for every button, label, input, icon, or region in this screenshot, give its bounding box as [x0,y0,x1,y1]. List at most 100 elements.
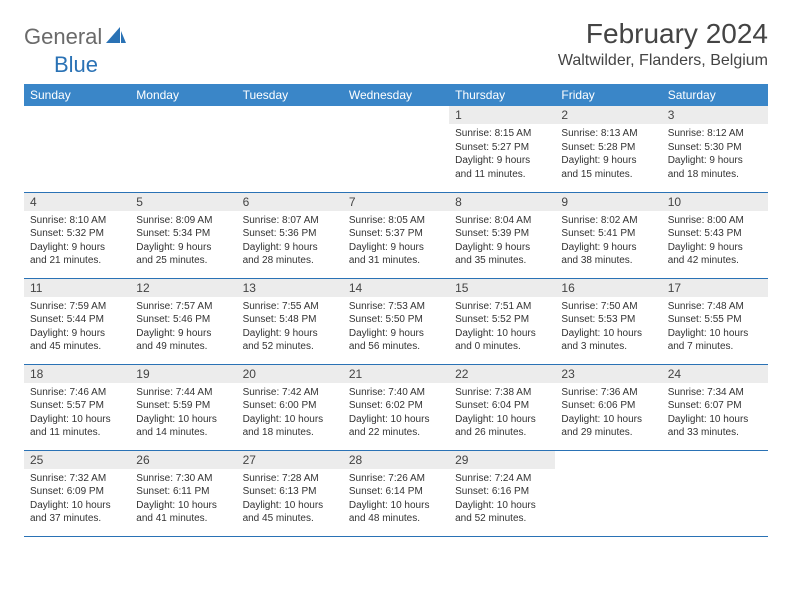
day-number: 9 [555,193,661,211]
day-details: Sunrise: 7:24 AMSunset: 6:16 PMDaylight:… [449,469,555,530]
calendar-day-cell [343,106,449,192]
day-details: Sunrise: 8:07 AMSunset: 5:36 PMDaylight:… [237,211,343,272]
day-details: Sunrise: 8:02 AMSunset: 5:41 PMDaylight:… [555,211,661,272]
day-details: Sunrise: 8:10 AMSunset: 5:32 PMDaylight:… [24,211,130,272]
day-number: 6 [237,193,343,211]
calendar-week-row: 1Sunrise: 8:15 AMSunset: 5:27 PMDaylight… [24,106,768,192]
calendar-day-cell: 18Sunrise: 7:46 AMSunset: 5:57 PMDayligh… [24,364,130,450]
calendar-day-cell [555,450,661,536]
calendar-day-cell: 6Sunrise: 8:07 AMSunset: 5:36 PMDaylight… [237,192,343,278]
calendar-day-cell: 9Sunrise: 8:02 AMSunset: 5:41 PMDaylight… [555,192,661,278]
day-details: Sunrise: 8:00 AMSunset: 5:43 PMDaylight:… [662,211,768,272]
calendar-day-cell: 8Sunrise: 8:04 AMSunset: 5:39 PMDaylight… [449,192,555,278]
weekday-header: Tuesday [237,84,343,106]
day-details: Sunrise: 7:32 AMSunset: 6:09 PMDaylight:… [24,469,130,530]
day-number: 11 [24,279,130,297]
calendar-table: SundayMondayTuesdayWednesdayThursdayFrid… [24,84,768,537]
day-details: Sunrise: 8:13 AMSunset: 5:28 PMDaylight:… [555,124,661,185]
day-number: 25 [24,451,130,469]
day-number: 23 [555,365,661,383]
calendar-day-cell: 15Sunrise: 7:51 AMSunset: 5:52 PMDayligh… [449,278,555,364]
calendar-day-cell [662,450,768,536]
weekday-header: Saturday [662,84,768,106]
day-details: Sunrise: 7:30 AMSunset: 6:11 PMDaylight:… [130,469,236,530]
day-details: Sunrise: 8:04 AMSunset: 5:39 PMDaylight:… [449,211,555,272]
day-details: Sunrise: 7:26 AMSunset: 6:14 PMDaylight:… [343,469,449,530]
day-details: Sunrise: 7:34 AMSunset: 6:07 PMDaylight:… [662,383,768,444]
calendar-day-cell: 29Sunrise: 7:24 AMSunset: 6:16 PMDayligh… [449,450,555,536]
calendar-day-cell: 20Sunrise: 7:42 AMSunset: 6:00 PMDayligh… [237,364,343,450]
weekday-header-row: SundayMondayTuesdayWednesdayThursdayFrid… [24,84,768,106]
day-details: Sunrise: 7:44 AMSunset: 5:59 PMDaylight:… [130,383,236,444]
day-number: 10 [662,193,768,211]
calendar-day-cell: 28Sunrise: 7:26 AMSunset: 6:14 PMDayligh… [343,450,449,536]
day-number: 18 [24,365,130,383]
calendar-day-cell: 11Sunrise: 7:59 AMSunset: 5:44 PMDayligh… [24,278,130,364]
day-number: 8 [449,193,555,211]
day-number: 21 [343,365,449,383]
day-details: Sunrise: 7:28 AMSunset: 6:13 PMDaylight:… [237,469,343,530]
day-number: 17 [662,279,768,297]
day-number: 5 [130,193,236,211]
day-details: Sunrise: 7:50 AMSunset: 5:53 PMDaylight:… [555,297,661,358]
day-details: Sunrise: 8:12 AMSunset: 5:30 PMDaylight:… [662,124,768,185]
weekday-header: Sunday [24,84,130,106]
day-details: Sunrise: 7:42 AMSunset: 6:00 PMDaylight:… [237,383,343,444]
calendar-day-cell: 23Sunrise: 7:36 AMSunset: 6:06 PMDayligh… [555,364,661,450]
calendar-day-cell: 7Sunrise: 8:05 AMSunset: 5:37 PMDaylight… [343,192,449,278]
calendar-day-cell: 13Sunrise: 7:55 AMSunset: 5:48 PMDayligh… [237,278,343,364]
calendar-day-cell [24,106,130,192]
calendar-day-cell: 1Sunrise: 8:15 AMSunset: 5:27 PMDaylight… [449,106,555,192]
calendar-day-cell: 21Sunrise: 7:40 AMSunset: 6:02 PMDayligh… [343,364,449,450]
day-details: Sunrise: 7:55 AMSunset: 5:48 PMDaylight:… [237,297,343,358]
calendar-day-cell: 26Sunrise: 7:30 AMSunset: 6:11 PMDayligh… [130,450,236,536]
calendar-day-cell: 3Sunrise: 8:12 AMSunset: 5:30 PMDaylight… [662,106,768,192]
day-details: Sunrise: 7:48 AMSunset: 5:55 PMDaylight:… [662,297,768,358]
day-number: 12 [130,279,236,297]
day-details: Sunrise: 7:59 AMSunset: 5:44 PMDaylight:… [24,297,130,358]
day-details: Sunrise: 7:51 AMSunset: 5:52 PMDaylight:… [449,297,555,358]
weekday-header: Friday [555,84,661,106]
calendar-week-row: 18Sunrise: 7:46 AMSunset: 5:57 PMDayligh… [24,364,768,450]
day-details: Sunrise: 7:57 AMSunset: 5:46 PMDaylight:… [130,297,236,358]
day-details: Sunrise: 8:15 AMSunset: 5:27 PMDaylight:… [449,124,555,185]
calendar-day-cell [237,106,343,192]
day-number: 26 [130,451,236,469]
month-title: February 2024 [558,18,768,50]
location-line: Waltwilder, Flanders, Belgium [558,52,768,70]
day-number: 7 [343,193,449,211]
day-number: 20 [237,365,343,383]
calendar-week-row: 4Sunrise: 8:10 AMSunset: 5:32 PMDaylight… [24,192,768,278]
day-number: 16 [555,279,661,297]
day-details: Sunrise: 7:53 AMSunset: 5:50 PMDaylight:… [343,297,449,358]
brand-part1: General [24,24,102,50]
day-number: 29 [449,451,555,469]
calendar-week-row: 11Sunrise: 7:59 AMSunset: 5:44 PMDayligh… [24,278,768,364]
weekday-header: Thursday [449,84,555,106]
day-details: Sunrise: 7:36 AMSunset: 6:06 PMDaylight:… [555,383,661,444]
day-number: 15 [449,279,555,297]
day-number: 28 [343,451,449,469]
weekday-header: Wednesday [343,84,449,106]
day-number: 14 [343,279,449,297]
calendar-day-cell: 19Sunrise: 7:44 AMSunset: 5:59 PMDayligh… [130,364,236,450]
day-details: Sunrise: 7:46 AMSunset: 5:57 PMDaylight:… [24,383,130,444]
day-details: Sunrise: 8:09 AMSunset: 5:34 PMDaylight:… [130,211,236,272]
calendar-week-row: 25Sunrise: 7:32 AMSunset: 6:09 PMDayligh… [24,450,768,536]
day-number: 3 [662,106,768,124]
day-number: 13 [237,279,343,297]
brand-sail-icon [106,27,126,48]
day-number: 22 [449,365,555,383]
calendar-day-cell: 17Sunrise: 7:48 AMSunset: 5:55 PMDayligh… [662,278,768,364]
day-number: 1 [449,106,555,124]
day-number: 19 [130,365,236,383]
brand-part2: Blue [54,52,98,78]
day-details: Sunrise: 7:38 AMSunset: 6:04 PMDaylight:… [449,383,555,444]
calendar-day-cell: 14Sunrise: 7:53 AMSunset: 5:50 PMDayligh… [343,278,449,364]
calendar-day-cell: 16Sunrise: 7:50 AMSunset: 5:53 PMDayligh… [555,278,661,364]
calendar-day-cell [130,106,236,192]
calendar-day-cell: 22Sunrise: 7:38 AMSunset: 6:04 PMDayligh… [449,364,555,450]
weekday-header: Monday [130,84,236,106]
title-block: February 2024 Waltwilder, Flanders, Belg… [558,18,768,70]
calendar-day-cell: 4Sunrise: 8:10 AMSunset: 5:32 PMDaylight… [24,192,130,278]
